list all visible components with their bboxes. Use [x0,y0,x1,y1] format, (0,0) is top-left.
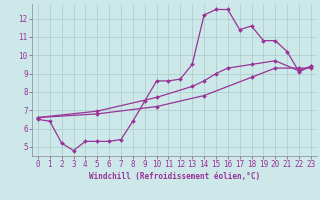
X-axis label: Windchill (Refroidissement éolien,°C): Windchill (Refroidissement éolien,°C) [89,172,260,181]
